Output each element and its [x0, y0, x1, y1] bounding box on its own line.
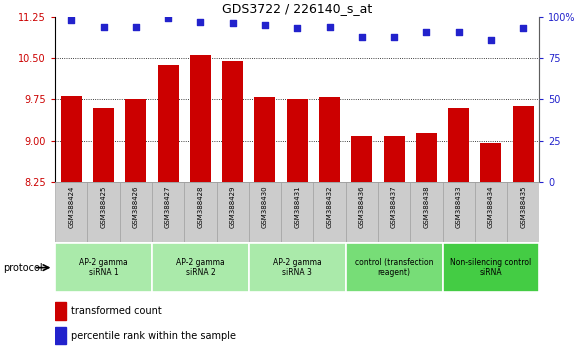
Text: GSM388436: GSM388436 [359, 185, 365, 228]
Point [422, 29, 431, 34]
Text: transformed count: transformed count [71, 306, 161, 316]
Bar [55, 243, 152, 292]
Text: GSM388430: GSM388430 [262, 185, 268, 228]
Point [357, 34, 367, 39]
Text: control (transfection
reagent): control (transfection reagent) [355, 258, 433, 277]
Point [486, 37, 495, 43]
Text: GSM388427: GSM388427 [165, 185, 171, 228]
Point [131, 24, 140, 29]
Text: GSM388425: GSM388425 [100, 185, 107, 228]
Bar [281, 182, 313, 242]
Bar [249, 243, 346, 292]
Bar [61, 96, 82, 182]
Text: GSM388429: GSM388429 [230, 185, 235, 228]
Text: GSM388434: GSM388434 [488, 185, 494, 228]
Bar [313, 182, 346, 242]
Point [260, 22, 270, 28]
Point [325, 24, 334, 29]
Bar [190, 55, 211, 182]
Text: AP-2 gamma
siRNA 1: AP-2 gamma siRNA 1 [79, 258, 128, 277]
Bar [351, 137, 372, 182]
Bar [249, 182, 281, 242]
Bar [184, 182, 216, 242]
Bar [480, 143, 502, 182]
Bar [448, 108, 469, 182]
Text: GSM388428: GSM388428 [197, 185, 204, 228]
Point [99, 24, 108, 29]
Text: GSM388431: GSM388431 [294, 185, 300, 228]
Bar [55, 327, 66, 344]
Bar [513, 106, 534, 182]
Bar [443, 182, 475, 242]
Point [67, 17, 76, 23]
Text: Non-silencing control
siRNA: Non-silencing control siRNA [450, 258, 532, 277]
Point [454, 29, 463, 34]
Point [164, 16, 173, 21]
Text: percentile rank within the sample: percentile rank within the sample [71, 331, 235, 341]
Bar [475, 182, 507, 242]
Bar [507, 182, 539, 242]
Point [389, 34, 398, 39]
Bar [255, 97, 276, 182]
Bar [346, 243, 443, 292]
Bar [410, 182, 443, 242]
Bar [222, 61, 243, 182]
Bar [93, 108, 114, 182]
Point [292, 25, 302, 31]
Bar [119, 182, 152, 242]
Bar [383, 136, 405, 182]
Text: GSM388426: GSM388426 [133, 185, 139, 228]
Point [519, 25, 528, 31]
Bar [287, 99, 308, 182]
Bar [152, 243, 249, 292]
Bar [88, 182, 119, 242]
Bar [319, 97, 340, 182]
Text: GSM388432: GSM388432 [327, 185, 332, 228]
Text: protocol: protocol [3, 263, 42, 273]
Text: AP-2 gamma
siRNA 2: AP-2 gamma siRNA 2 [176, 258, 225, 277]
Text: GSM388437: GSM388437 [391, 185, 397, 228]
Bar [378, 182, 410, 242]
Bar [158, 65, 179, 182]
Title: GDS3722 / 226140_s_at: GDS3722 / 226140_s_at [222, 2, 372, 16]
Bar [416, 133, 437, 182]
Bar [125, 99, 146, 182]
Point [228, 21, 237, 26]
Text: GSM388433: GSM388433 [456, 185, 462, 228]
Bar [55, 182, 88, 242]
Bar [152, 182, 184, 242]
Bar [443, 243, 539, 292]
Text: GSM388435: GSM388435 [520, 185, 526, 228]
Text: AP-2 gamma
siRNA 3: AP-2 gamma siRNA 3 [273, 258, 322, 277]
Bar [55, 302, 66, 320]
Point [195, 19, 205, 24]
Bar [216, 182, 249, 242]
Text: GSM388438: GSM388438 [423, 185, 429, 228]
Text: GSM388424: GSM388424 [68, 185, 74, 228]
Bar [346, 182, 378, 242]
